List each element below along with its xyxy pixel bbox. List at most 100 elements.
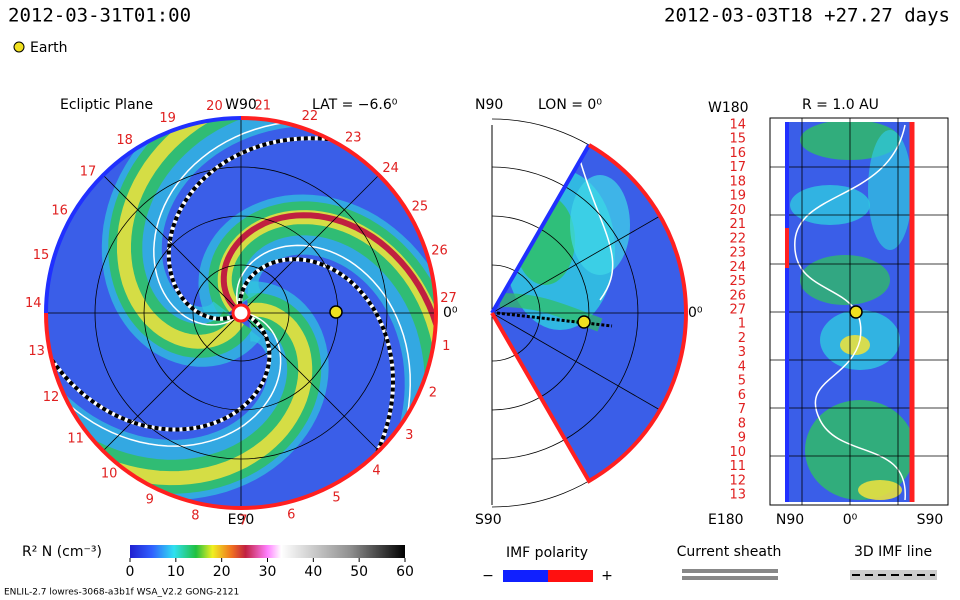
y-label: 9 [738,431,746,446]
y-label: 16 [729,146,746,161]
colorbar-label: R² N (cm⁻³) [22,544,102,560]
rim-label: 23 [345,130,362,145]
imf-line [238,257,396,508]
imf-title: IMF polarity [506,545,588,561]
rim-label: 17 [80,165,97,180]
rim-negative [44,116,242,314]
earth-marker [329,305,343,319]
y-label: 1 [738,317,746,332]
top-label: W180 [708,100,749,116]
density-arm [117,118,286,349]
rim-label: 19 [159,111,176,126]
y-label: 5 [738,374,746,389]
colorbar: R² N (cm⁻³) 0 10 20 30 40 50 60 [22,544,414,580]
y-label: 22 [729,231,746,246]
rim-label: 27 [440,291,457,306]
y-label: 26 [729,288,746,303]
rim-label: 16 [51,204,68,219]
colorbar-tick-label: 40 [304,564,322,580]
rim-label: 26 [431,244,448,259]
imf-negative [503,570,548,582]
y-label: 20 [729,203,746,218]
rim-label: 9 [146,492,154,507]
footer: ENLIL-2.7 lowres-3068-a3b1f WSA_V2.2 GON… [4,588,239,598]
y-label: 25 [729,274,746,289]
colorbar-tick-label: 0 [126,564,135,580]
ecliptic-panel: Ecliptic Plane W90 LAT = −6.6⁰ E90 0⁰ 12… [25,97,458,528]
y-label: 12 [729,473,746,488]
earth-marker [577,315,591,329]
top-label: W90 [225,97,257,113]
right-label: 0⁰ [688,305,703,321]
rim-label: 1 [442,339,450,354]
y-label: 8 [738,416,746,431]
current-sheath [236,244,411,505]
y-label: 14 [729,118,746,133]
current-sheath-icon [682,576,778,580]
imf-line [166,136,423,321]
rim-label: 18 [116,133,133,148]
rim-label: 3 [405,428,413,443]
y-label: 4 [738,359,746,374]
rim-label: 12 [43,390,60,405]
y-label: 7 [738,402,746,417]
colorbar-tick-label: 50 [350,564,368,580]
rim-label: 8 [191,508,199,523]
lon-label: LON = 0⁰ [538,97,602,113]
y-label: 6 [738,388,746,403]
y-label: 15 [729,132,746,147]
current-sheath [153,119,382,326]
imf-positive [548,570,593,582]
rim-positive [44,116,438,510]
ecliptic-title: Ecliptic Plane [60,97,153,113]
current-sheath [46,313,282,447]
bottom-label: E90 [228,512,255,528]
rim-label: 7 [239,513,247,528]
rim-label: 6 [287,507,295,522]
x-label: 0⁰ [843,512,858,528]
colorbar-tick-label: 60 [396,564,414,580]
y-label: 24 [729,260,746,275]
y-label: 18 [729,174,746,189]
density-arm [46,302,313,486]
grid-ray [491,312,661,411]
colorbar-tick-label: 10 [167,564,185,580]
sun [231,303,251,323]
rim-label: 15 [33,248,50,263]
lat-label: LAT = −6.6⁰ [312,97,398,113]
current-sheath-title: Current sheath [677,544,782,560]
y-label: 27 [729,303,746,318]
rim-label: 10 [101,466,118,481]
colorbar-tick-label: 20 [213,564,231,580]
imf-line-title: 3D IMF line [854,544,932,560]
bottom-label: S90 [475,512,502,528]
y-label: 23 [729,246,746,261]
rim-label: 14 [25,296,42,311]
rim-label: 2 [429,386,437,401]
imf-minus: − [482,568,494,584]
x-label: S90 [917,512,944,528]
run-label: 2012-03-03T18 +27.27 days [664,5,950,27]
y-label: 21 [729,217,746,232]
imf-line [46,267,272,432]
rim-label: 5 [332,490,340,505]
y-label: 19 [729,189,746,204]
y-label: 17 [729,160,746,175]
rim-label: 24 [382,161,399,176]
rim-label: 4 [372,463,380,478]
radial-panel: W180 R = 1.0 AU E180 1415161718192021222… [708,97,949,528]
rim-label: 22 [302,109,319,124]
colorbar-tick-label: 30 [259,564,277,580]
rim-label: 11 [67,432,84,447]
rim-label: 20 [206,99,223,114]
r-label: R = 1.0 AU [802,97,879,113]
time-label: 2012-03-31T01:00 [8,5,191,27]
rim-label: 13 [28,344,45,359]
earth-marker [849,305,863,319]
colorbar-scale [130,545,405,558]
rim-label: 21 [254,99,271,114]
bottom-label: E180 [708,512,744,528]
rim-label: 25 [412,199,429,214]
y-label: 13 [729,488,746,503]
current-sheath-icon [682,569,778,573]
